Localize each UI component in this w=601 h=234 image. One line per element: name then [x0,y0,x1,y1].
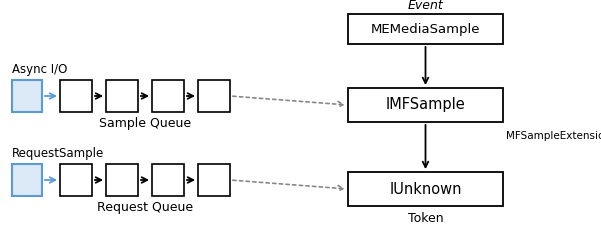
Text: IUnknown: IUnknown [389,182,462,197]
Text: Token: Token [407,212,444,225]
Bar [12,164,42,196]
Text: IMFSample: IMFSample [386,98,465,113]
Text: MFSampleExtension_Token: MFSampleExtension_Token [506,131,601,142]
Bar [348,172,503,206]
Bar [198,164,230,196]
Bar [60,164,92,196]
Text: RequestSample: RequestSample [12,147,104,160]
Text: Sample Queue: Sample Queue [99,117,191,130]
Bar [106,164,138,196]
Bar [348,14,503,44]
Text: Event: Event [407,0,444,12]
Bar [152,164,184,196]
Bar [60,80,92,112]
Text: Request Queue: Request Queue [97,201,193,214]
Bar [198,80,230,112]
Bar [106,80,138,112]
Text: MEMediaSample: MEMediaSample [371,22,480,36]
Text: Async I/O: Async I/O [12,63,67,76]
Bar [12,80,42,112]
Bar [348,88,503,122]
Bar [152,80,184,112]
